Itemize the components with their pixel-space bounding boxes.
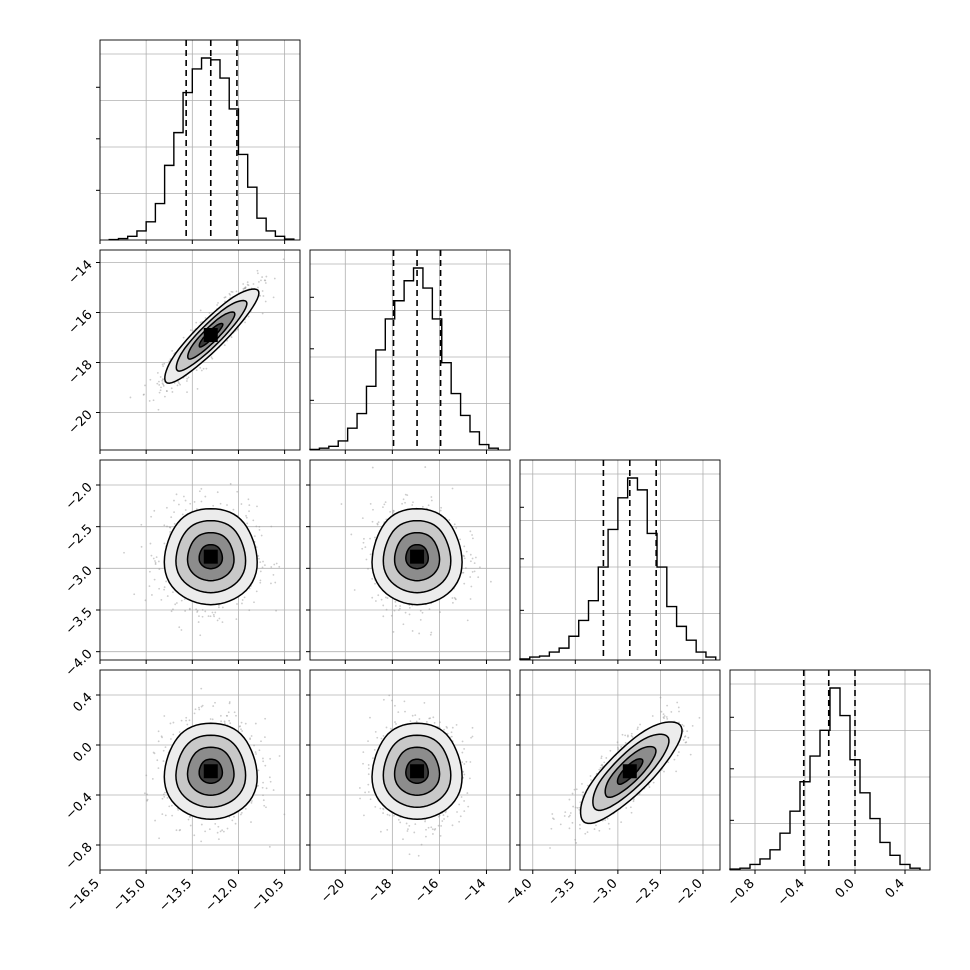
x-tick-label: −12.0 (203, 876, 242, 915)
panel-frame (309, 249, 511, 451)
panel-frame (99, 669, 301, 871)
panel-p0-p0 (96, 39, 301, 244)
contour-0 (616, 758, 644, 786)
x-tick-label: −10.5 (249, 876, 288, 915)
x-tick-label: −16.5 (64, 876, 103, 915)
contour-3 (371, 722, 463, 821)
histogram-p1 (309, 267, 499, 451)
y-tick-label: −20 (66, 408, 96, 438)
panel-p3-p3 (729, 669, 931, 874)
y-tick-label: 0.0 (70, 740, 95, 765)
x-tick-label: −3.0 (588, 876, 621, 909)
x-tick-label: −3.5 (545, 876, 578, 909)
contour-3 (164, 288, 260, 384)
x-tick-label: −0.4 (775, 876, 808, 909)
panel-p3-p2 (516, 669, 721, 874)
contour-1 (187, 311, 236, 360)
contour-0 (198, 543, 224, 570)
contour-3 (163, 507, 258, 606)
contour-1 (186, 531, 235, 582)
scatter-points (549, 694, 720, 849)
density-peak (203, 549, 218, 564)
panel-p2-p0 (96, 459, 301, 664)
x-tick-label: −18 (365, 876, 395, 906)
panel-frame (99, 249, 301, 451)
x-tick-label: −16 (412, 876, 442, 906)
x-tick-label: −0.8 (725, 876, 758, 909)
panel-p3-p1 (306, 669, 511, 874)
y-tick-label: −2.5 (63, 522, 96, 555)
scatter-points (358, 694, 474, 857)
panel-frame (519, 459, 721, 661)
panel-frame (519, 669, 721, 871)
y-tick-label: −2.0 (63, 480, 96, 513)
y-tick-label: −14 (66, 258, 96, 288)
y-tick-label: −0.4 (63, 790, 96, 823)
contour-2 (592, 733, 670, 812)
density-peak (622, 764, 637, 779)
x-tick-label: 0.0 (833, 876, 858, 901)
density-peak (203, 764, 218, 779)
x-tick-label: −20 (318, 876, 348, 906)
panel-p3-p0 (96, 669, 301, 874)
contour-1 (393, 746, 441, 797)
contour-1 (186, 746, 235, 797)
y-tick-label: 0.4 (70, 690, 95, 715)
contour-0 (198, 322, 224, 348)
contour-1 (604, 745, 657, 799)
contour-0 (405, 543, 430, 570)
contour-2 (175, 299, 248, 372)
x-tick-label: −15.0 (110, 876, 149, 915)
contour-2 (382, 519, 452, 594)
y-tick-label: −0.8 (63, 840, 96, 873)
contour-0 (405, 758, 430, 785)
contour-2 (175, 519, 247, 594)
y-tick-label: −3.5 (63, 605, 96, 638)
panel-frame (729, 669, 931, 871)
density-peak (410, 764, 425, 779)
x-tick-label: −14 (459, 876, 489, 906)
histogram-p2 (519, 477, 717, 660)
panel-frame (309, 669, 511, 871)
contour-2 (382, 734, 452, 809)
x-tick-label: 0.4 (883, 876, 908, 901)
y-tick-label: −3.0 (63, 563, 96, 596)
panel-p2-p2 (519, 459, 721, 664)
y-tick-label: −16 (66, 308, 96, 338)
panel-p1-p0 (96, 249, 301, 454)
panel-frame (99, 39, 301, 241)
x-tick-label: −2.5 (630, 876, 663, 909)
panel-frame (309, 459, 511, 661)
contour-2 (175, 734, 247, 809)
contour-3 (163, 722, 258, 821)
contour-1 (393, 531, 441, 582)
panel-frame (99, 459, 301, 661)
panel-p2-p1 (306, 459, 511, 664)
histogram-p0 (108, 57, 295, 241)
y-tick-label: −4.0 (63, 647, 96, 680)
x-tick-label: −2.0 (673, 876, 706, 909)
contour-3 (371, 507, 463, 606)
scatter-points (143, 687, 286, 848)
panel-p1-p1 (309, 249, 511, 454)
y-tick-label: −18 (66, 358, 96, 388)
density-peak (203, 328, 218, 342)
density-peak (410, 549, 425, 564)
contour-3 (579, 721, 683, 825)
contour-0 (198, 758, 224, 785)
histogram-p3 (729, 687, 921, 870)
x-tick-label: −13.5 (156, 876, 195, 915)
x-tick-label: −4.0 (503, 876, 536, 909)
